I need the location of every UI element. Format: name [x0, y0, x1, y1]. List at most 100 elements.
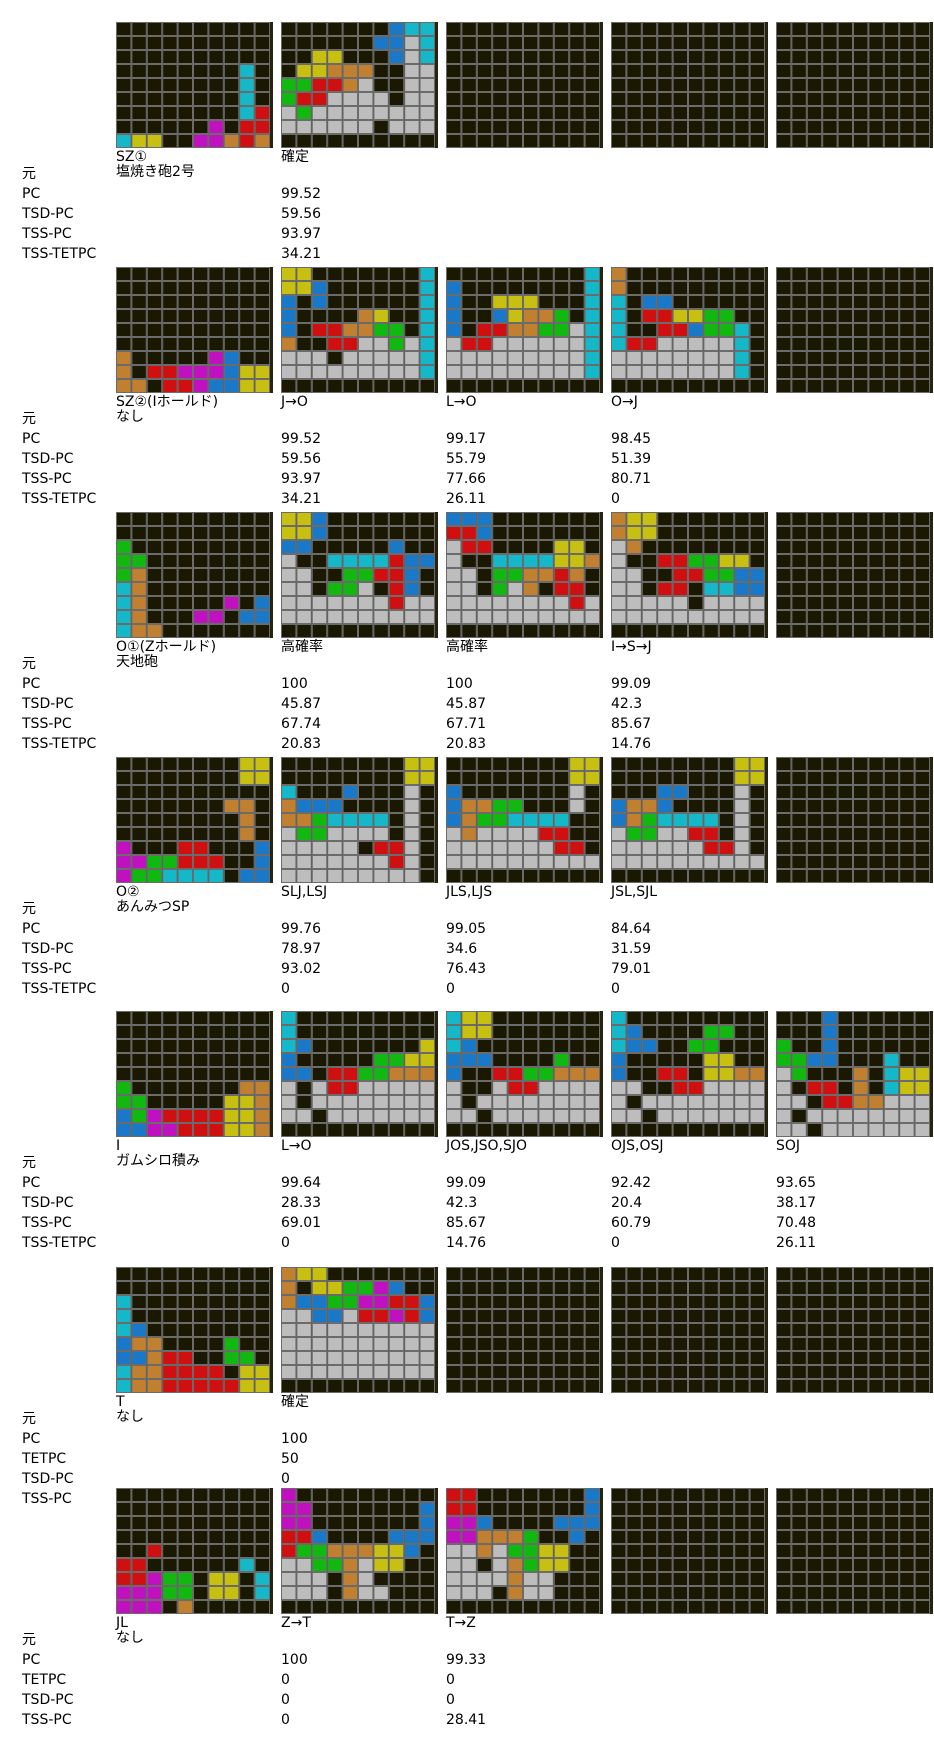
stat-value: 51.39	[611, 451, 652, 467]
empty-cell	[822, 281, 838, 295]
empty-cell	[146, 771, 163, 785]
block-cell	[193, 379, 209, 393]
block-cell	[492, 841, 508, 855]
empty-cell	[837, 1379, 853, 1393]
empty-cell	[914, 1502, 930, 1516]
block-cell	[703, 582, 719, 596]
block-cell	[657, 841, 673, 855]
empty-cell	[657, 1309, 673, 1323]
block-cell	[446, 1081, 462, 1095]
empty-cell	[672, 624, 688, 638]
empty-cell	[373, 78, 389, 92]
block-cell	[311, 1281, 328, 1295]
empty-cell	[718, 267, 735, 281]
block-cell	[507, 827, 523, 841]
empty-cell	[131, 827, 147, 841]
empty-cell	[461, 1351, 477, 1365]
empty-cell	[734, 281, 750, 295]
block-cell	[311, 1323, 328, 1337]
empty-cell	[146, 799, 163, 813]
block-cell	[208, 1123, 224, 1137]
empty-cell	[116, 36, 132, 50]
empty-cell	[476, 582, 493, 596]
empty-cell	[327, 1502, 343, 1516]
block-cell	[116, 554, 132, 568]
block-cell	[131, 379, 147, 393]
board-grid	[281, 512, 435, 638]
empty-cell	[868, 1544, 884, 1558]
block-cell	[358, 582, 374, 596]
block-cell	[281, 596, 297, 610]
block-cell	[461, 1530, 477, 1544]
block-cell	[446, 582, 462, 596]
empty-cell	[131, 295, 147, 309]
block-cell	[342, 323, 358, 337]
empty-cell	[837, 785, 853, 799]
empty-cell	[853, 323, 869, 337]
empty-cell	[806, 1365, 823, 1379]
empty-cell	[868, 1351, 884, 1365]
empty-cell	[177, 1309, 193, 1323]
empty-cell	[193, 1600, 209, 1614]
empty-cell	[703, 1530, 719, 1544]
block-cell	[358, 869, 374, 883]
empty-cell	[281, 1123, 297, 1137]
stat-value: 69.01	[281, 1215, 322, 1231]
empty-cell	[749, 50, 765, 64]
empty-cell	[177, 1095, 193, 1109]
empty-cell	[837, 624, 853, 638]
empty-cell	[868, 1337, 884, 1351]
empty-cell	[296, 771, 312, 785]
block-cell	[538, 554, 554, 568]
empty-cell	[584, 1025, 600, 1039]
empty-cell	[523, 1025, 539, 1039]
empty-cell	[476, 120, 493, 134]
empty-cell	[476, 22, 493, 36]
empty-cell	[327, 1039, 343, 1053]
block-cell	[131, 869, 147, 883]
empty-cell	[584, 841, 600, 855]
empty-cell	[883, 36, 900, 50]
empty-cell	[476, 267, 493, 281]
block-cell	[146, 1572, 163, 1586]
block-cell	[523, 610, 539, 624]
block-cell	[223, 351, 240, 365]
block-cell	[507, 323, 523, 337]
empty-cell	[388, 309, 405, 323]
empty-cell	[177, 1544, 193, 1558]
empty-cell	[327, 1011, 343, 1025]
empty-cell	[837, 610, 853, 624]
block-cell	[641, 351, 658, 365]
empty-cell	[358, 785, 374, 799]
empty-cell	[388, 827, 405, 841]
block-cell	[116, 351, 132, 365]
block-cell	[538, 351, 554, 365]
block-cell	[718, 1025, 735, 1039]
empty-cell	[584, 78, 600, 92]
block-cell	[296, 106, 312, 120]
empty-cell	[749, 624, 765, 638]
empty-cell	[461, 757, 477, 771]
empty-cell	[569, 1365, 585, 1379]
block-cell	[419, 610, 435, 624]
empty-cell	[208, 1323, 224, 1337]
empty-cell	[868, 1067, 884, 1081]
empty-cell	[822, 610, 838, 624]
empty-board	[776, 22, 933, 148]
block-cell	[641, 1095, 658, 1109]
empty-cell	[162, 526, 178, 540]
block-cell	[461, 351, 477, 365]
empty-cell	[131, 540, 147, 554]
empty-cell	[883, 1530, 900, 1544]
empty-cell	[837, 1502, 853, 1516]
block-cell	[899, 1081, 915, 1095]
empty-cell	[688, 1530, 704, 1544]
empty-cell	[177, 120, 193, 134]
block-cell	[553, 827, 570, 841]
block-cell	[584, 855, 600, 869]
empty-cell	[116, 106, 132, 120]
empty-cell	[373, 1600, 389, 1614]
block-cell	[507, 799, 523, 813]
empty-cell	[657, 1530, 673, 1544]
empty-cell	[146, 1530, 163, 1544]
